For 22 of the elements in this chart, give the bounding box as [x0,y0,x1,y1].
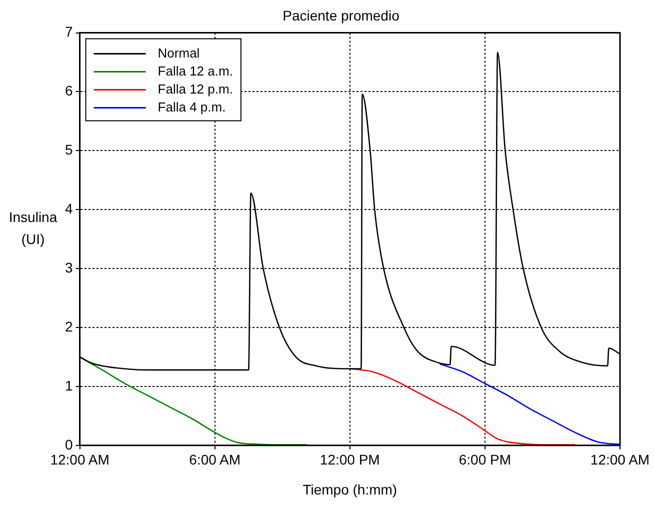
y-tick-label: 0 [64,436,73,452]
y-tick-label: 6 [64,82,73,99]
x-tick-label: 12:00 AM [50,452,110,468]
y-tick-label: 4 [64,200,73,216]
y-tick-label: 7 [64,24,73,40]
x-tick-label: 12:00 AM [590,452,650,468]
line-series [80,356,308,446]
y-tick-label: 1 [64,377,73,394]
chart-title: Paciente promedio [282,7,400,24]
y-tick-label: 3 [64,259,73,276]
x-tick-label: 12:00 PM [320,452,380,468]
y-tick-label: 2 [64,318,73,334]
legend-label: Falla 4 p.m. [158,99,226,114]
legend-label: Falla 12 a.m. [158,63,233,78]
x-tick-label: 6:00 AM [189,452,241,468]
line-series [439,363,620,445]
x-axis-title: Tiempo (h:mm) [302,481,398,498]
x-tick-label: 6:00 PM [458,452,512,468]
y-axis-title: Insulina (UI) [8,208,58,247]
legend-label: Normal [158,45,200,60]
y-tick-label: 5 [64,142,73,158]
legend-label: Falla 12 p.m. [158,81,233,96]
